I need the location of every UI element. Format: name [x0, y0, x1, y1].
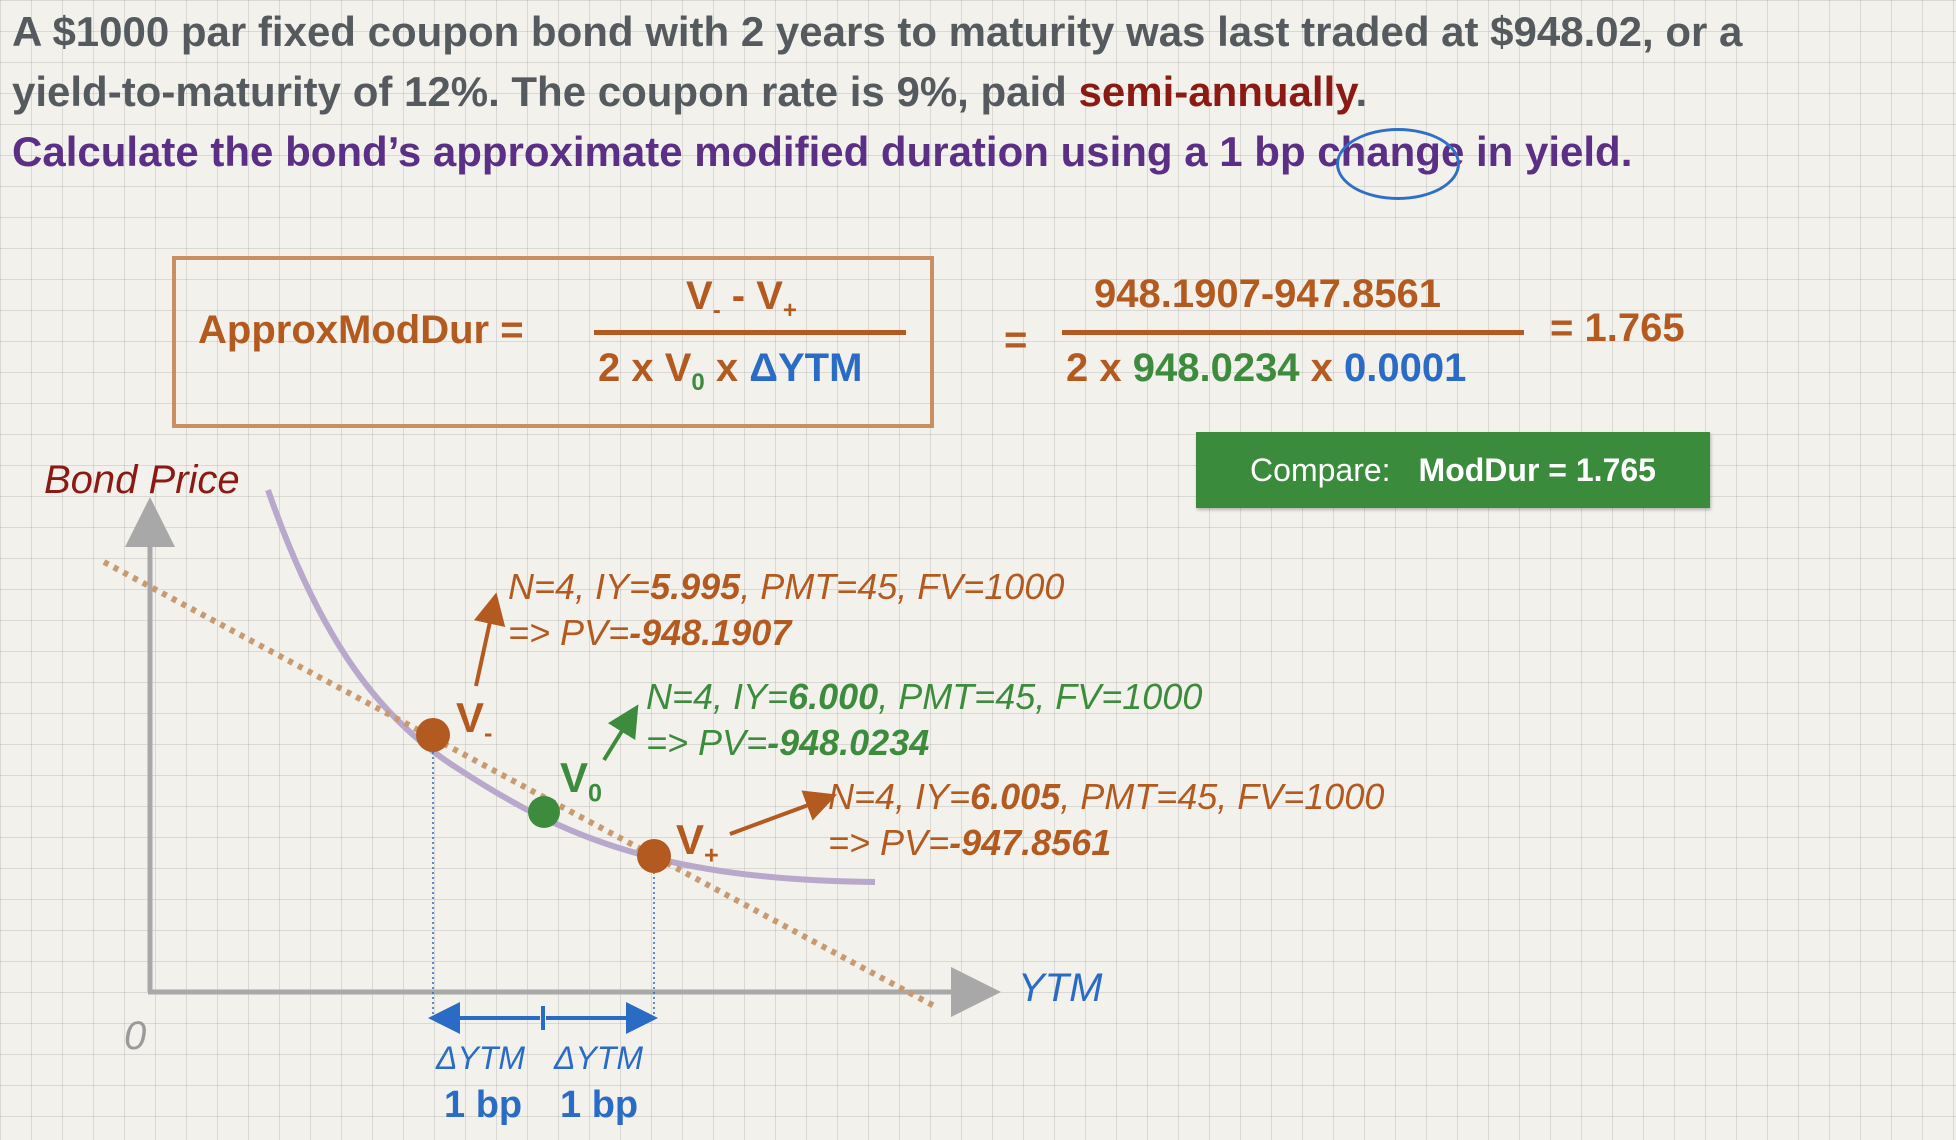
numeric-numerator: 948.1907-947.8561 — [1094, 272, 1441, 316]
numeric-den-x: x — [1299, 346, 1345, 390]
callout-arrow-minus — [473, 592, 506, 687]
numeric-fraction-bar — [1062, 330, 1524, 335]
fraction-bar — [594, 330, 906, 335]
callout-v-zero-pv-pre: => PV= — [646, 722, 768, 763]
plus-subscript: + — [782, 297, 797, 324]
v-plus-label-base: V — [676, 816, 705, 863]
v-minus-symbol: V — [686, 274, 713, 318]
delta-ytm-right-label: ΔYTM — [554, 1040, 644, 1076]
delta-ytm-symbol: ΔYTM — [749, 346, 863, 390]
problem-line-2-end: . — [1355, 68, 1368, 115]
v-plus-point — [637, 839, 671, 873]
callout-v-minus-pv-pre: => PV= — [508, 612, 630, 653]
compare-value: ModDur = 1.765 — [1418, 451, 1656, 488]
callout-v-plus-pv: -947.8561 — [949, 822, 1112, 863]
callout-v-plus-post: , PMT=45, FV=1000 — [1060, 776, 1385, 817]
minus-subscript: - — [712, 297, 721, 324]
problem-line-2-text: yield-to-maturity of 12%. The coupon rat… — [12, 68, 1079, 115]
v-zero-label-base: V — [560, 754, 589, 801]
x-axis-label: YTM — [1018, 966, 1103, 1010]
denominator-pre: 2 x V — [598, 346, 692, 390]
callout-v-plus-line1: N=4, IY=6.005, PMT=45, FV=1000 — [828, 774, 1384, 820]
v-zero-label-sub: 0 — [588, 779, 603, 808]
callout-v-zero-post: , PMT=45, FV=1000 — [878, 676, 1203, 717]
formula-numerator: V- - V+ — [686, 274, 797, 325]
callout-v-minus-post: , PMT=45, FV=1000 — [740, 566, 1065, 607]
dytm-value: 0.0001 — [1344, 346, 1467, 390]
v-minus-label-base: V — [456, 694, 485, 741]
v0-value: 948.0234 — [1132, 346, 1300, 390]
equals-sign: = — [1004, 318, 1028, 362]
v-minus-label-sub: - — [484, 719, 493, 748]
callout-v-zero-iy: 6.000 — [788, 676, 879, 717]
y-axis-label: Bond Price — [44, 458, 240, 502]
callout-v-plus-pv-pre: => PV= — [828, 822, 950, 863]
formula-result: = 1.765 — [1550, 306, 1685, 350]
formula-box — [172, 256, 934, 428]
callout-v-zero: N=4, IY=6.000, PMT=45, FV=1000 => PV=-94… — [646, 674, 1202, 766]
callout-v-minus-pv: -948.1907 — [629, 612, 792, 653]
bp-left-label: 1 bp — [444, 1084, 523, 1126]
problem-line-1: A $1000 par fixed coupon bond with 2 yea… — [12, 8, 1743, 55]
price-yield-curve — [265, 489, 876, 885]
v-plus-label: V+ — [676, 816, 719, 870]
callout-v-zero-line2: => PV=-948.0234 — [646, 720, 1202, 766]
v-zero-label: V0 — [560, 754, 602, 808]
delta-ytm-left-label: ΔYTM — [436, 1040, 526, 1076]
problem-statement: A $1000 par fixed coupon bond with 2 yea… — [12, 2, 1742, 122]
compare-label: Compare: — [1250, 451, 1391, 488]
question-text-pre: Calculate the bond’s approximate modifie… — [12, 128, 1220, 175]
callout-v-minus-line2: => PV=-948.1907 — [508, 610, 1064, 656]
compare-box: Compare: ModDur = 1.765 — [1196, 432, 1710, 508]
v-minus-point — [416, 718, 450, 752]
callout-arrow-plus — [729, 790, 838, 836]
callout-v-zero-pv: -948.0234 — [767, 722, 930, 763]
problem-line-2: yield-to-maturity of 12%. The coupon rat… — [12, 62, 1742, 122]
v0-subscript: 0 — [691, 369, 705, 396]
question-highlight-1bp: 1 bp — [1219, 128, 1306, 175]
callout-v-plus-line2: => PV=-947.8561 — [828, 820, 1384, 866]
callout-arrow-zero — [602, 704, 639, 762]
origin-label: 0 — [124, 1014, 147, 1058]
question: Calculate the bond’s approximate modifie… — [12, 128, 1632, 176]
v-zero-point — [528, 796, 560, 828]
formula-denominator: 2 x V0 x ΔYTM — [598, 346, 862, 397]
callout-v-minus-line1: N=4, IY=5.995, PMT=45, FV=1000 — [508, 564, 1064, 610]
semi-annually-emphasis: semi-annually — [1078, 68, 1356, 115]
callout-v-plus-iy: 6.005 — [970, 776, 1061, 817]
callout-v-minus-pre: N=4, IY= — [508, 566, 651, 607]
denominator-mid: x — [704, 346, 750, 390]
formula-label: ApproxModDur = — [198, 308, 524, 352]
bp-right-label: 1 bp — [560, 1084, 639, 1126]
numeric-denominator: 2 x 948.0234 x 0.0001 — [1066, 346, 1466, 391]
tangent-line — [102, 559, 940, 1011]
callout-v-minus-iy: 5.995 — [650, 566, 741, 607]
v-minus-label: V- — [456, 694, 492, 748]
highlight-circle — [1336, 128, 1460, 200]
callout-v-plus-pre: N=4, IY= — [828, 776, 971, 817]
v-plus-label-sub: + — [704, 841, 719, 870]
callout-v-zero-line1: N=4, IY=6.000, PMT=45, FV=1000 — [646, 674, 1202, 720]
callout-v-minus: N=4, IY=5.995, PMT=45, FV=1000 => PV=-94… — [508, 564, 1064, 656]
callout-v-plus: N=4, IY=6.005, PMT=45, FV=1000 => PV=-94… — [828, 774, 1384, 866]
callout-v-zero-pre: N=4, IY= — [646, 676, 789, 717]
numerator-op: - V — [720, 274, 783, 318]
numeric-den-pre: 2 x — [1066, 346, 1133, 390]
